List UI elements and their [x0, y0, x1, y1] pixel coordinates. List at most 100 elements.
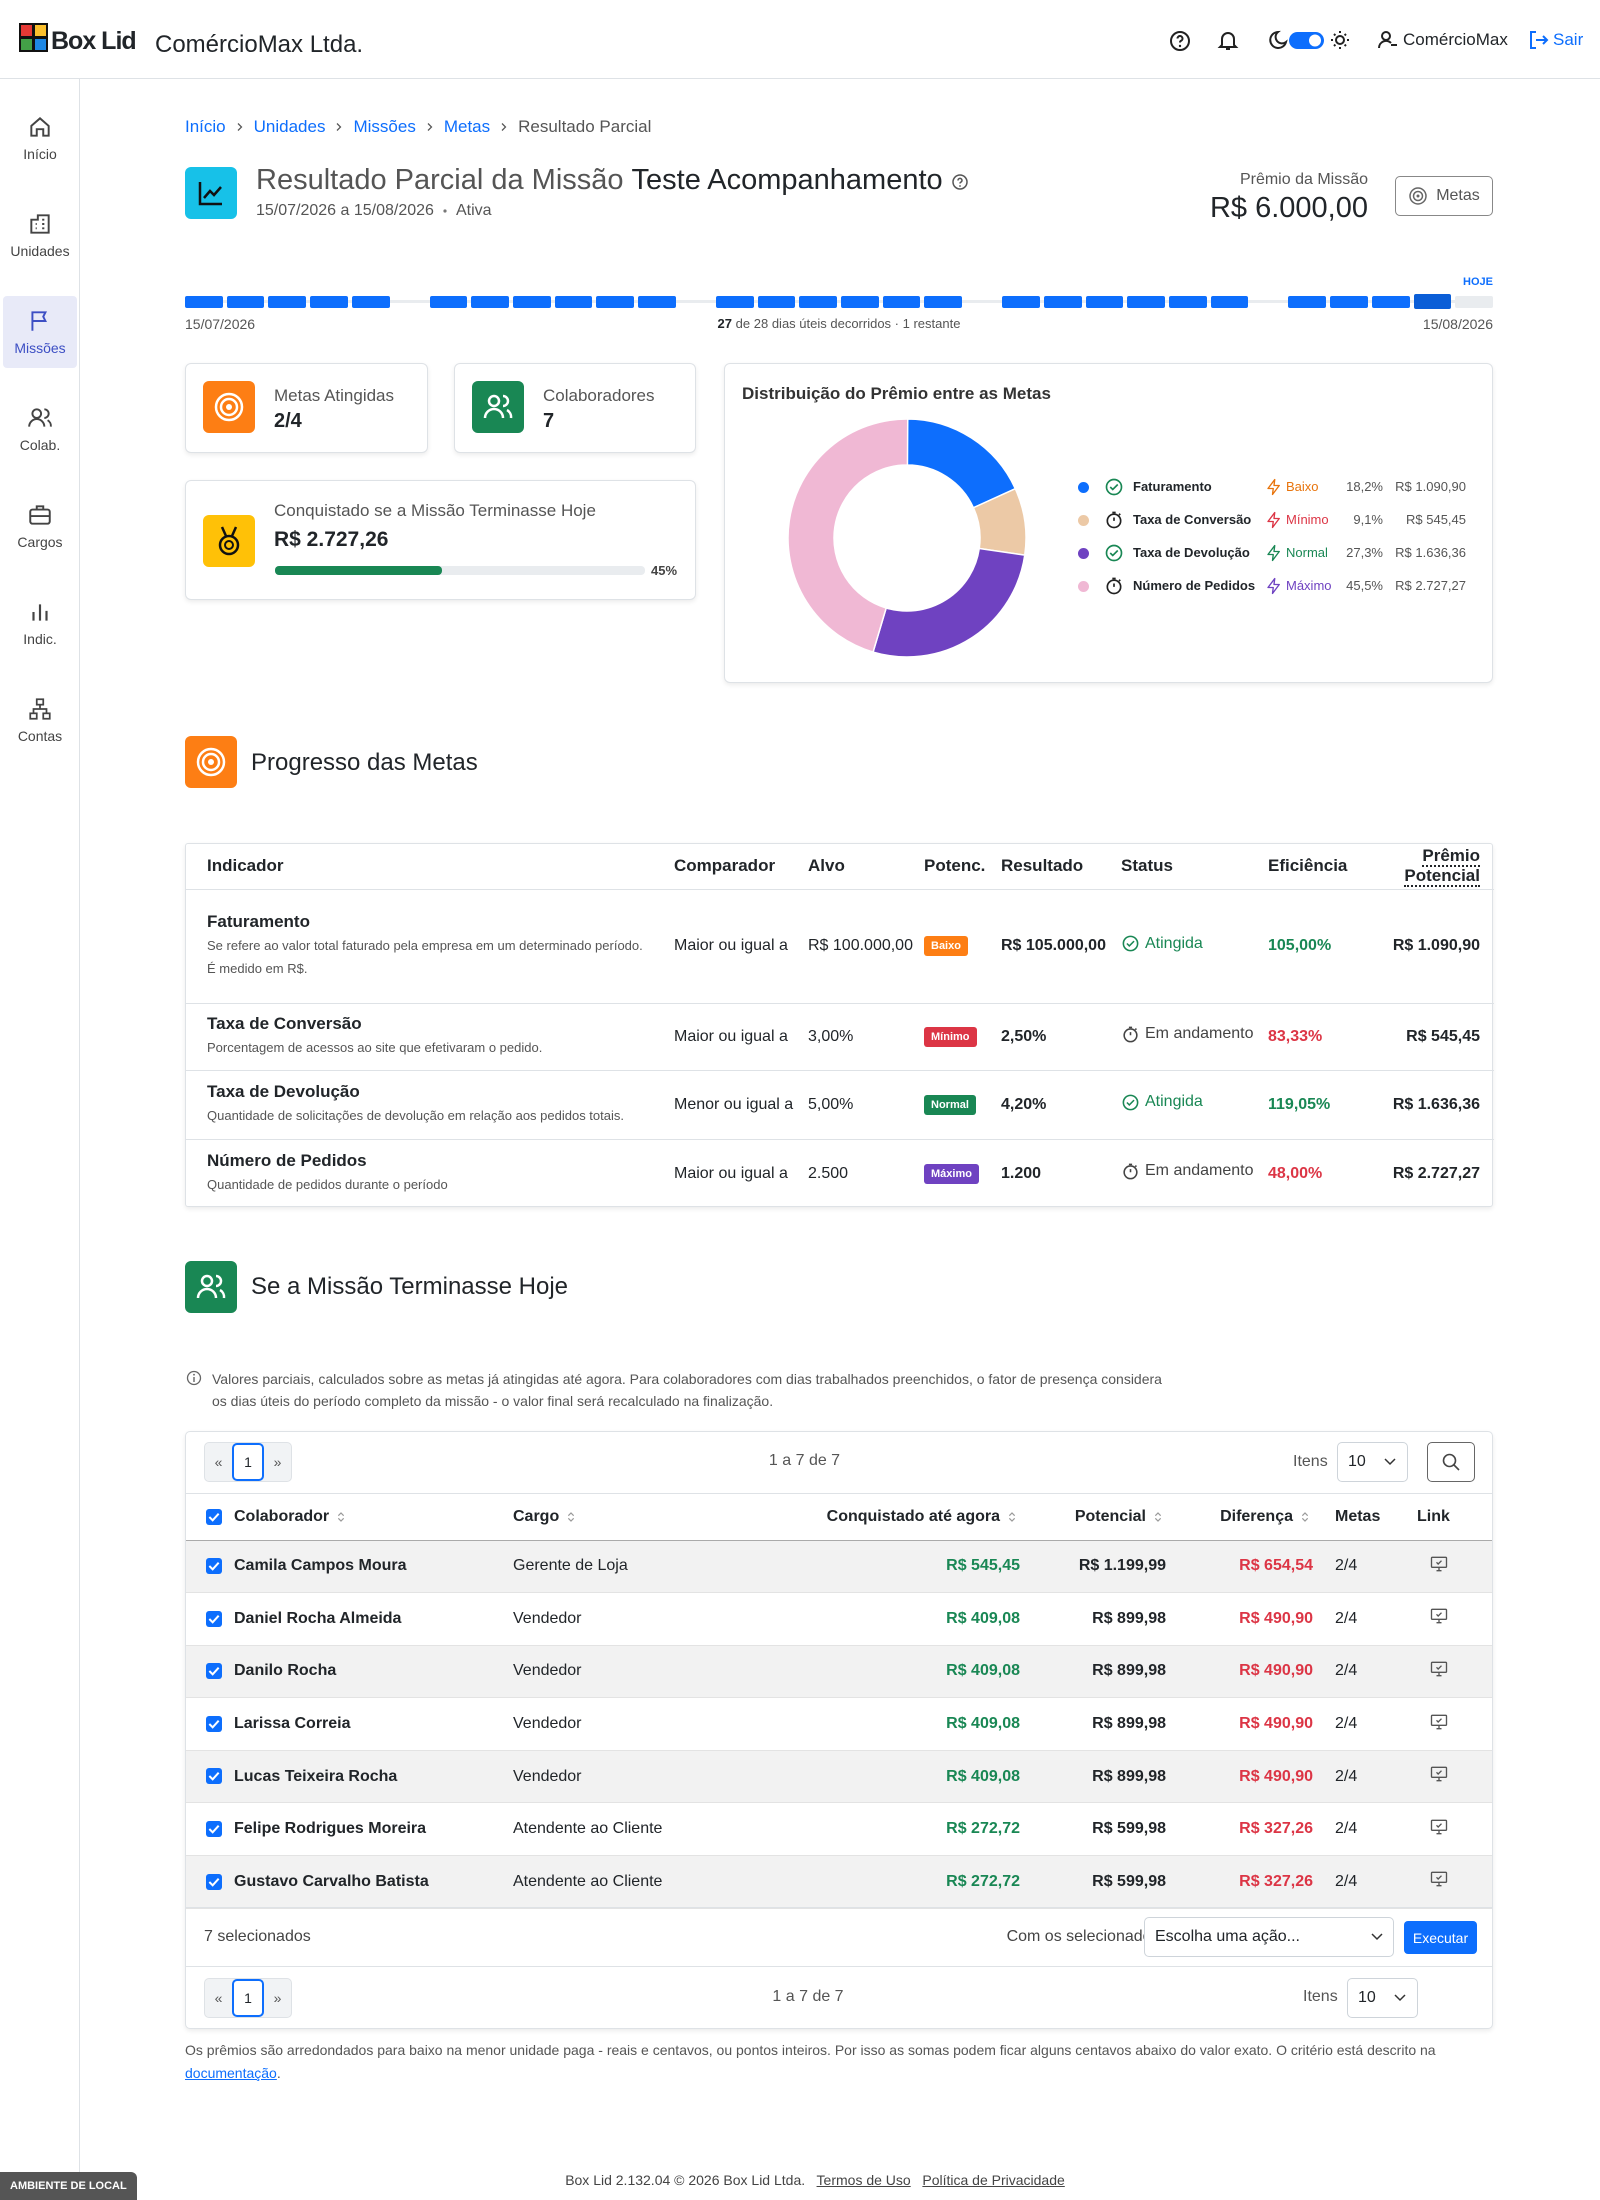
- checkbox[interactable]: [206, 1508, 222, 1525]
- crumb[interactable]: Metas: [443, 117, 491, 136]
- people-value: 7: [543, 410, 555, 432]
- link-icon[interactable]: [1429, 1606, 1449, 1626]
- prev[interactable]: «: [214, 1990, 223, 2006]
- nav-item[interactable]: Missões: [3, 296, 77, 368]
- help-icon[interactable]: [951, 172, 969, 190]
- sidebar: Início Unidades Missões Colab. Cargos Indic. C…: [0, 79, 80, 2200]
- link-icon[interactable]: [1429, 1712, 1449, 1732]
- checkbox[interactable]: [206, 1558, 222, 1575]
- link-cell: [1383, 1855, 1492, 1909]
- nav-item[interactable]: Indic.: [3, 587, 77, 659]
- comparator: Menor ou igual a: [673, 1070, 807, 1140]
- page-size-value[interactable]: 10: [1358, 1989, 1376, 2006]
- role: Gerente de Loja: [512, 1540, 812, 1594]
- earned: R$ 272,72: [812, 1802, 1030, 1857]
- icon-part: [1394, 1994, 1406, 2002]
- crumb[interactable]: Missões: [353, 117, 416, 136]
- link-icon[interactable]: [1429, 1554, 1449, 1574]
- check-mark: [208, 1667, 220, 1677]
- legend-share: 18,2%: [1346, 479, 1383, 494]
- link-icon[interactable]: [1429, 1817, 1449, 1837]
- collaborator-row: Felipe Rodrigues Moreira Atendente ao Cli…: [186, 1802, 1492, 1857]
- progress-track: [275, 566, 645, 575]
- page-size-value[interactable]: 10: [1348, 1453, 1366, 1470]
- nav-label[interactable]: Contas: [17, 728, 63, 744]
- next[interactable]: »: [273, 1454, 282, 1470]
- page-size[interactable]: 10: [1347, 1978, 1418, 2018]
- execute-button[interactable]: Executar: [1404, 1921, 1477, 1954]
- icon-part: [956, 177, 963, 184]
- comparator: Maior ou igual a: [673, 1003, 807, 1071]
- column-label: Comparador: [674, 856, 776, 876]
- checkbox[interactable]: [206, 1768, 222, 1785]
- check-mark: [208, 1719, 220, 1729]
- link-icon[interactable]: [1429, 1869, 1449, 1889]
- help-icon[interactable]: [1168, 29, 1192, 53]
- theme-toggle[interactable]: [1264, 26, 1354, 54]
- nav-item[interactable]: Cargos: [3, 490, 77, 562]
- bulk-select[interactable]: Escolha uma ação...: [1144, 1917, 1394, 1957]
- crumb[interactable]: Unidades: [253, 117, 326, 136]
- link-icon[interactable]: [1429, 1764, 1449, 1784]
- nav-item[interactable]: Contas: [3, 684, 77, 756]
- status-cell: Em andamento: [1120, 1003, 1267, 1071]
- pagination[interactable]: « 1 »: [204, 1978, 292, 2018]
- logout[interactable]: Sair: [1553, 30, 1584, 49]
- icon-part: [483, 394, 513, 419]
- select-cell: [186, 1697, 233, 1751]
- checkbox[interactable]: [206, 1873, 222, 1890]
- logout-icon[interactable]: [1526, 28, 1550, 52]
- page-size[interactable]: 10: [1337, 1442, 1408, 1482]
- icon-part: [1267, 577, 1280, 595]
- nav-label[interactable]: Unidades: [10, 243, 70, 259]
- nav-label[interactable]: Início: [23, 146, 57, 162]
- icon-part: [958, 184, 961, 187]
- nav-label[interactable]: Cargos: [17, 534, 63, 550]
- simulation-body: Camila Campos Moura Gerente de Loja R$ 545…: [186, 1540, 1492, 1909]
- metas-button[interactable]: Metas: [1395, 176, 1493, 216]
- checkbox[interactable]: [206, 1821, 222, 1838]
- pager[interactable]: « 1 »: [204, 1442, 292, 1482]
- legend-level: Baixo: [1286, 479, 1319, 494]
- icon-part: [1217, 32, 1239, 50]
- doc-link[interactable]: documentação: [185, 2065, 277, 2081]
- pagination[interactable]: « 1 »: [204, 1442, 292, 1482]
- bulk-placeholder[interactable]: Escolha uma ação...: [1155, 1928, 1300, 1945]
- icon-part: [186, 1370, 202, 1386]
- remaining: dias úteis decorridos · 1 restante: [771, 316, 961, 331]
- nav-item[interactable]: Unidades: [3, 199, 77, 271]
- goals-card: Metas Atingidas 2/4: [185, 363, 428, 453]
- prev[interactable]: «: [214, 1454, 223, 1470]
- next[interactable]: »: [273, 1990, 282, 2006]
- check-mark: [208, 1562, 220, 1571]
- checkbox[interactable]: [206, 1610, 222, 1627]
- pager[interactable]: « 1 »: [204, 1978, 292, 2018]
- nav-label[interactable]: Colab.: [19, 437, 61, 453]
- level-cell: Máximo: [923, 1139, 1000, 1208]
- checkbox[interactable]: [206, 1715, 222, 1732]
- page[interactable]: 1: [232, 1443, 264, 1481]
- day-block: [268, 296, 307, 308]
- checkbox[interactable]: [206, 1663, 222, 1680]
- bell-icon[interactable]: [1216, 28, 1240, 52]
- page[interactable]: 1: [232, 1979, 264, 2017]
- privacy-link[interactable]: Política de Privacidade: [922, 2172, 1065, 2188]
- day-block: [841, 296, 879, 308]
- comparator: Maior ou igual a: [673, 889, 807, 1004]
- user-name[interactable]: ComércioMax: [1403, 30, 1508, 49]
- earned: R$ 545,45: [812, 1540, 1030, 1594]
- nav-label[interactable]: Indic.: [23, 631, 57, 647]
- search-button[interactable]: [1427, 1442, 1475, 1482]
- nav-label[interactable]: Missões: [14, 340, 66, 356]
- metas-label[interactable]: Metas: [1436, 187, 1480, 204]
- icon-part: [1436, 1612, 1442, 1624]
- crumb[interactable]: Início: [185, 117, 226, 136]
- nav-item[interactable]: Início: [3, 102, 77, 174]
- prize: R$ 2.727,27: [1392, 1164, 1480, 1182]
- difference: R$ 327,26: [1176, 1855, 1323, 1909]
- terms-link[interactable]: Termos de Uso: [816, 2172, 911, 2188]
- day-block: [1002, 296, 1040, 308]
- sort-icon: [338, 1511, 345, 1522]
- link-icon[interactable]: [1429, 1659, 1449, 1679]
- nav-item[interactable]: Colab.: [3, 393, 77, 465]
